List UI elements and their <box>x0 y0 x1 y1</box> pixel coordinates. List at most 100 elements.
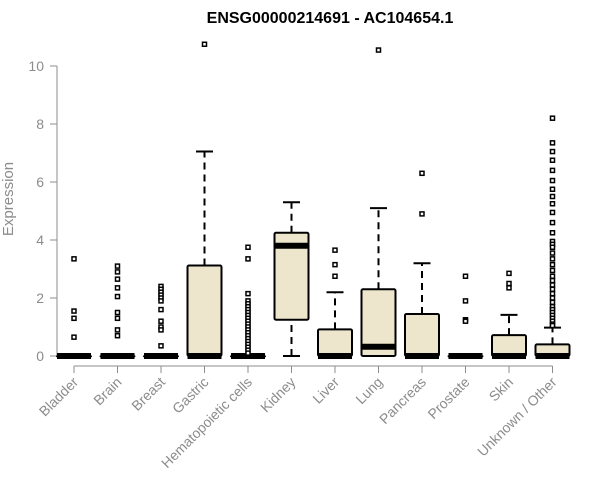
outlier-point <box>549 277 556 284</box>
box-group <box>404 170 440 359</box>
outlier-point <box>506 270 512 277</box>
box-group <box>317 247 353 359</box>
outlier-point <box>549 219 556 226</box>
outlier-point <box>549 140 556 146</box>
box-group <box>143 283 179 359</box>
outlier-point <box>549 290 556 297</box>
outlier-point <box>549 209 556 216</box>
outlier-point <box>549 286 556 293</box>
outlier-point <box>549 256 556 262</box>
outlier-point <box>419 170 425 177</box>
y-axis: 0 2 4 6 8 10 <box>28 58 58 364</box>
outlier-point <box>375 47 382 53</box>
x-tick-label: Unknown / Other <box>474 374 560 460</box>
y-tick-label: 8 <box>36 116 44 132</box>
box-group <box>273 201 310 357</box>
box-iqr <box>186 264 223 357</box>
box-group <box>230 244 266 359</box>
outlier-point <box>245 350 251 356</box>
outlier-point <box>506 280 512 287</box>
outlier-point <box>549 244 556 250</box>
x-tick-label: Bladder <box>36 374 82 420</box>
box-group <box>491 270 527 359</box>
x-tick-label: Pancreas <box>376 374 429 427</box>
x-tick-label: Brain <box>90 374 124 408</box>
outlier-point <box>158 318 164 324</box>
outlier-point <box>114 269 121 275</box>
outlier-point <box>549 167 556 174</box>
box-group <box>447 273 484 359</box>
outlier-point <box>549 230 556 236</box>
outlier-point <box>71 334 77 340</box>
outlier-point <box>114 293 121 300</box>
outlier-point <box>332 247 338 253</box>
outlier-point <box>114 276 121 282</box>
outlier-point <box>462 298 469 304</box>
outlier-point <box>158 327 164 333</box>
outlier-point <box>549 282 556 288</box>
outlier-point <box>549 295 556 301</box>
outlier-point <box>158 298 164 304</box>
x-tick-label: Kidney <box>257 374 299 416</box>
x-tick-label: Skin <box>486 374 517 405</box>
outlier-point <box>549 193 556 200</box>
outlier-point <box>71 256 77 262</box>
outlier-point <box>158 306 164 313</box>
box-iqr <box>360 288 397 357</box>
box-group <box>534 115 571 359</box>
outlier-point <box>245 244 251 250</box>
outlier-point <box>114 309 121 316</box>
outlier-point <box>114 327 121 333</box>
x-tick-label: Lung <box>352 374 385 407</box>
outlier-point <box>549 250 556 256</box>
box-iqr <box>404 312 440 358</box>
y-axis-label: Expression <box>0 162 17 236</box>
y-tick-label: 10 <box>28 58 44 74</box>
box-group <box>186 41 223 359</box>
outlier-point <box>549 273 556 279</box>
outlier-point <box>71 315 77 322</box>
box-group <box>360 47 397 357</box>
outlier-point <box>332 273 338 279</box>
outlier-point <box>549 186 556 192</box>
x-tick-label: Gastric <box>169 374 212 417</box>
outlier-point <box>462 273 469 279</box>
y-tick-label: 0 <box>36 348 44 364</box>
outlier-point <box>158 343 164 349</box>
x-tick-label: Breast <box>128 374 168 414</box>
box-iqr <box>273 231 310 321</box>
outlier-point <box>549 201 556 207</box>
boxes-layer <box>56 41 571 359</box>
outlier-point <box>419 211 425 217</box>
box-group <box>99 263 136 359</box>
outlier-point <box>549 322 556 329</box>
outlier-point <box>549 148 556 155</box>
outlier-point <box>114 263 121 269</box>
box-iqr <box>491 334 527 357</box>
box-group <box>56 256 92 359</box>
outlier-point <box>506 285 512 291</box>
outlier-point <box>245 290 251 297</box>
outlier-point <box>201 41 208 47</box>
outlier-point <box>462 318 469 324</box>
outlier-point <box>549 115 556 121</box>
outlier-point <box>114 285 121 291</box>
outlier-point <box>549 299 556 306</box>
outlier-point <box>549 261 556 268</box>
outlier-point <box>549 267 556 274</box>
box-iqr <box>317 328 353 358</box>
y-tick-label: 4 <box>36 232 44 248</box>
outlier-point <box>549 177 556 184</box>
outlier-point <box>114 332 121 339</box>
chart-title: ENSG00000214691 - AC104654.1 <box>207 10 454 27</box>
outlier-point <box>245 256 251 262</box>
outlier-point <box>71 308 77 314</box>
x-tick-label: Liver <box>309 374 342 407</box>
outlier-point <box>332 261 338 268</box>
x-tick-label: Prostate <box>424 374 472 422</box>
outlier-point <box>114 315 121 322</box>
outlier-point <box>549 157 556 163</box>
y-tick-label: 2 <box>36 290 44 306</box>
